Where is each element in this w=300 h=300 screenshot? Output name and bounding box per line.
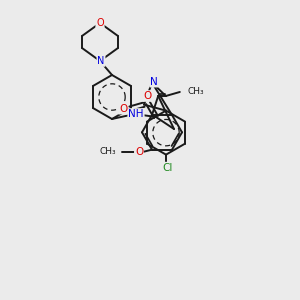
Text: N: N <box>150 76 158 87</box>
Text: CH₃: CH₃ <box>99 147 116 156</box>
Text: O: O <box>96 18 104 28</box>
Text: CH₃: CH₃ <box>188 88 204 97</box>
Text: O: O <box>119 103 127 114</box>
Text: O: O <box>135 147 143 157</box>
Text: Cl: Cl <box>163 163 173 172</box>
Text: N: N <box>97 56 105 66</box>
Text: O: O <box>143 91 151 101</box>
Text: NH: NH <box>128 109 144 119</box>
